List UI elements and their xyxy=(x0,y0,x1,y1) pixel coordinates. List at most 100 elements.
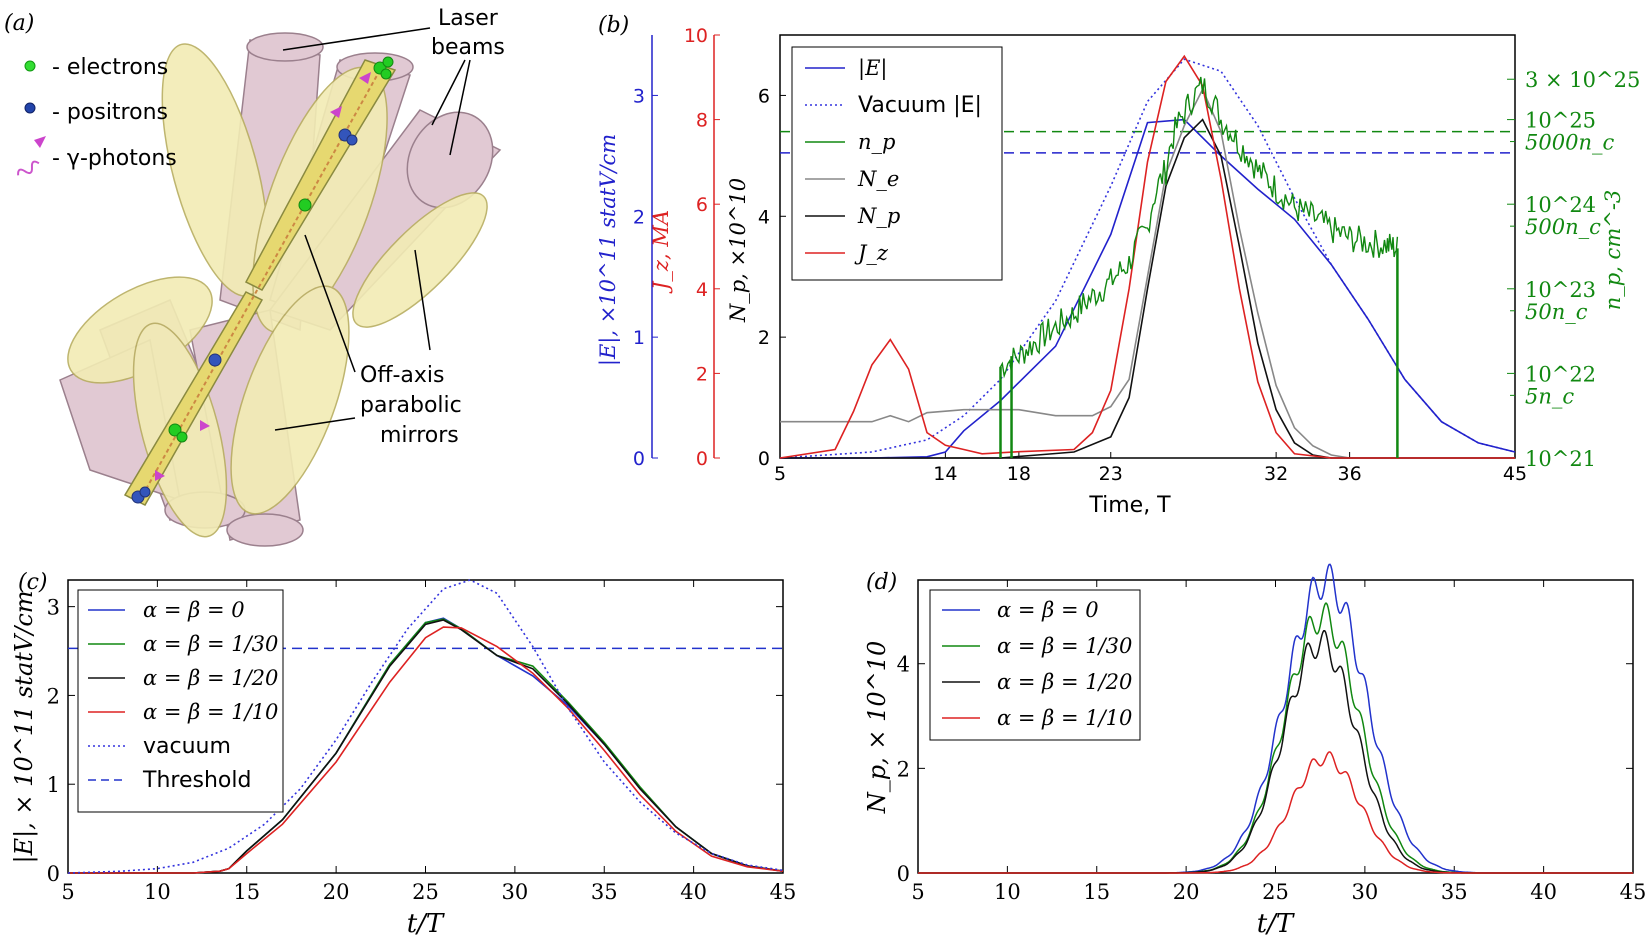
plot-c-xlabel: t/T xyxy=(407,909,445,939)
laser-beams-label-2: beams xyxy=(431,35,505,60)
y-tick-label: 3 xyxy=(47,596,60,620)
jz-tick-label: 6 xyxy=(696,194,708,216)
density-tick-label: 10^24 xyxy=(1525,193,1596,217)
x-tick-label: 25 xyxy=(412,880,439,904)
axis-jz: 0 2 4 6 8 10 J_z, MA xyxy=(649,25,720,470)
y-tick-label: 4 xyxy=(897,653,910,677)
series-line xyxy=(68,626,784,874)
photons-label: - γ-photons xyxy=(52,146,177,171)
jz-tick-label: 4 xyxy=(696,279,708,301)
x-tick-label: 45 xyxy=(1620,880,1647,904)
legend-label: α = β = 1/20 xyxy=(997,670,1132,694)
e-tick-label: 0 xyxy=(633,448,645,470)
panel-d-tag: (d) xyxy=(866,570,897,595)
plot-b-xlabel: Time, T xyxy=(1088,493,1171,518)
axis-e-field: 0 1 2 3 |E|, ×10^11 statV/cm xyxy=(596,35,658,470)
series-vacuum-e xyxy=(779,58,1516,459)
plot-b-x-ticks: 5 14 18 23 32 36 45 xyxy=(774,452,1527,485)
density-nc-tick-label: 500n_c xyxy=(1525,215,1601,239)
legend-label: Vacuum |E| xyxy=(858,93,982,118)
legend-label: α = β = 1/10 xyxy=(997,706,1132,730)
setup-illustration xyxy=(59,32,502,547)
e-tick-label: 2 xyxy=(633,206,645,228)
x-tick-label: 30 xyxy=(1352,880,1379,904)
laser-beams-label-1: Laser xyxy=(438,6,499,31)
axis-jz-label: J_z, MA xyxy=(649,210,673,294)
density-tick-label: 3 × 10^25 xyxy=(1525,68,1640,92)
parabolic-mirrors xyxy=(67,43,488,538)
x-tick-label: 18 xyxy=(1007,463,1031,485)
plot-b-series xyxy=(779,54,1516,459)
density-tick-label: 10^22 xyxy=(1525,362,1596,386)
series-jz xyxy=(779,54,1515,459)
mirrors-label-2: parabolic xyxy=(360,393,462,418)
density-tick-label: 10^23 xyxy=(1525,278,1596,302)
x-tick-label: 23 xyxy=(1099,463,1123,485)
plot-b-np-ticks: 0 2 4 6 xyxy=(758,85,786,470)
y-tick-label: 1 xyxy=(47,773,60,797)
density-nc-tick-label: 5000n_c xyxy=(1525,131,1614,155)
np-tick-label: 2 xyxy=(758,327,770,349)
panel-a-tag: (a) xyxy=(4,11,34,36)
e-tick-label: 3 xyxy=(633,85,645,107)
x-tick-label: 20 xyxy=(1173,880,1200,904)
y-tick-label: 2 xyxy=(897,757,910,781)
legend-label: α = β = 1/30 xyxy=(997,634,1132,658)
legend-label: |E| xyxy=(858,56,887,81)
electron-icon xyxy=(24,60,36,72)
plot-b-right-ticks: 10^21 10^22 10^23 10^24 10^25 3 × 10^25 5n_c 50… xyxy=(1507,68,1640,471)
y-tick-label: 0 xyxy=(47,862,60,886)
axis-e-label: |E|, ×10^11 statV/cm xyxy=(596,134,621,366)
photon-path xyxy=(139,69,381,501)
series-np xyxy=(780,118,1515,459)
x-tick-label: 5 xyxy=(911,880,924,904)
x-tick-label: 14 xyxy=(933,463,957,485)
legend-label: n_p xyxy=(858,130,895,154)
plot-c-legend: α = β = 0 α = β = 1/30 α = β = 1/20 α = β =… xyxy=(77,589,284,813)
density-nc-tick-label: 50n_c xyxy=(1525,300,1588,324)
density-tick-label: 10^25 xyxy=(1525,109,1596,133)
legend-label: J_z xyxy=(854,241,889,265)
legend-label: N_p xyxy=(857,204,900,228)
legend-label: α = β = 0 xyxy=(143,598,245,622)
x-tick-label: 5 xyxy=(774,463,786,485)
plot-d-series xyxy=(918,563,1633,874)
axis-jz-ticks: 0 2 4 6 8 10 xyxy=(684,25,720,470)
panel-c-tag: (c) xyxy=(18,570,48,595)
axis-np-label: N_p, ×10^10 xyxy=(726,178,750,323)
x-tick-label: 35 xyxy=(1441,880,1468,904)
plot-d-ylabel: N_p, × 10^10 xyxy=(863,641,891,815)
plot-c-ticks: 5 10 15 20 25 30 35 40 45 0 1 2 3 xyxy=(47,580,797,904)
plot-b-legend: |E| Vacuum |E| n_p N_e N_p J_z xyxy=(791,46,1003,281)
panel-b-tag: (b) xyxy=(598,13,629,38)
plot-d-legend: α = β = 0 α = β = 1/30 α = β = 1/20 α = β =… xyxy=(929,589,1141,741)
x-tick-label: 45 xyxy=(770,880,797,904)
legend-label: α = β = 1/20 xyxy=(143,666,278,690)
x-tick-label: 30 xyxy=(502,880,529,904)
plot-c-ylabel: |E|, × 10^11 statV/cm xyxy=(10,590,39,863)
axis-e-ticks: 0 1 2 3 xyxy=(633,85,658,470)
photon-icon xyxy=(17,136,46,176)
panel-d: (d) 5 10 15 20 25 30 35 40 45 0 2 4 t/T N_p, × 10^1… xyxy=(863,563,1647,939)
x-tick-label: 15 xyxy=(1083,880,1110,904)
mirror-label-pointers xyxy=(274,234,431,431)
panel-a: (a) xyxy=(4,6,505,547)
mirrors-label-3: mirrors xyxy=(380,423,459,448)
x-tick-label: 15 xyxy=(233,880,260,904)
positrons-label: - positrons xyxy=(52,100,168,125)
plot-c-series xyxy=(67,579,784,874)
legend-label: α = β = 1/30 xyxy=(143,632,278,656)
jz-tick-label: 0 xyxy=(696,448,708,470)
jz-tick-label: 8 xyxy=(696,110,708,132)
series-ne xyxy=(780,87,1515,459)
y-tick-label: 2 xyxy=(47,684,60,708)
legend-label: α = β = 0 xyxy=(997,598,1099,622)
plot-d-xlabel: t/T xyxy=(1257,909,1295,939)
electron-clusters xyxy=(168,56,394,443)
x-tick-label: 35 xyxy=(591,880,618,904)
series-line xyxy=(918,751,1633,874)
x-tick-label: 40 xyxy=(680,880,707,904)
legend-label: N_e xyxy=(857,167,899,191)
x-tick-label: 32 xyxy=(1264,463,1288,485)
